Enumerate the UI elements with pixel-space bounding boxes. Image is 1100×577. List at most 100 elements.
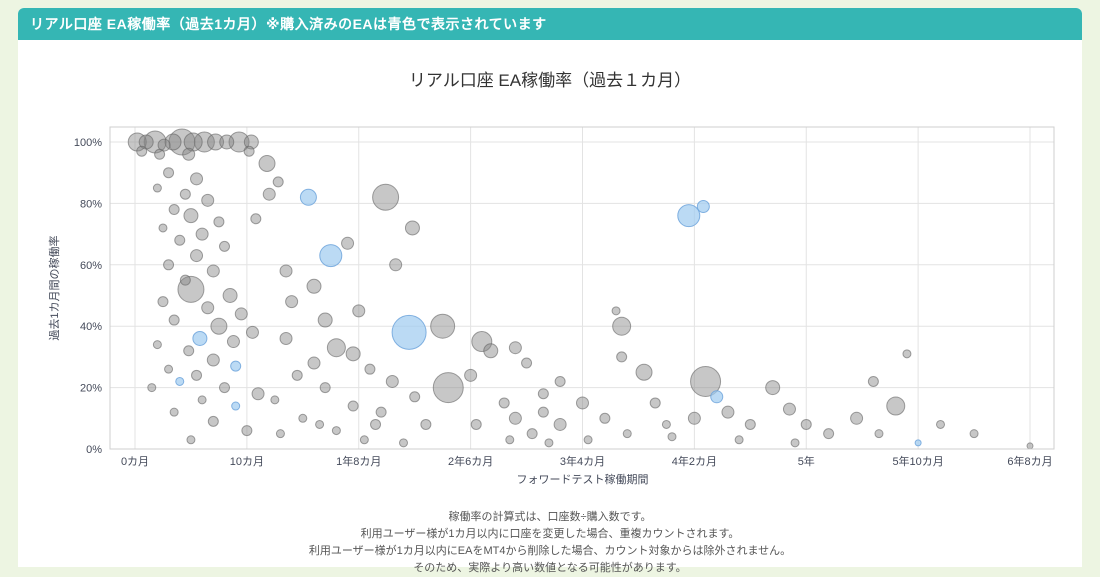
bubble-ea[interactable] xyxy=(270,395,280,405)
bubble-purchased-ea[interactable] xyxy=(710,390,724,404)
bubble-ea[interactable] xyxy=(420,418,432,430)
bubble-ea[interactable] xyxy=(364,363,376,375)
bubble-ea[interactable] xyxy=(850,411,864,425)
bubble-purchased-ea[interactable] xyxy=(175,376,185,386)
bubble-ea[interactable] xyxy=(375,406,387,418)
bubble-ea[interactable] xyxy=(874,429,884,439)
bubble-ea[interactable] xyxy=(464,368,478,382)
bubble-ea[interactable] xyxy=(298,413,308,423)
bubble-ea[interactable] xyxy=(690,365,722,397)
bubble-purchased-ea[interactable] xyxy=(677,204,701,228)
bubble-ea[interactable] xyxy=(687,411,701,425)
bubble-ea[interactable] xyxy=(168,204,180,216)
bubble-ea[interactable] xyxy=(867,375,879,387)
bubble-ea[interactable] xyxy=(389,258,403,272)
bubble-purchased-ea[interactable] xyxy=(914,439,922,447)
bubble-ea[interactable] xyxy=(226,335,240,349)
bubble-purchased-ea[interactable] xyxy=(319,244,343,268)
bubble-ea[interactable] xyxy=(345,346,361,362)
bubble-purchased-ea[interactable] xyxy=(231,401,241,411)
bubble-ea[interactable] xyxy=(347,400,359,412)
bubble-ea[interactable] xyxy=(158,223,168,233)
bubble-ea[interactable] xyxy=(222,288,238,303)
bubble-ea[interactable] xyxy=(241,425,253,437)
bubble-ea[interactable] xyxy=(470,418,482,430)
bubble-ea[interactable] xyxy=(174,234,186,246)
bubble-ea[interactable] xyxy=(136,145,148,157)
bubble-ea[interactable] xyxy=(169,407,179,417)
bubble-ea[interactable] xyxy=(341,236,355,250)
bubble-ea[interactable] xyxy=(206,353,220,367)
bubble-ea[interactable] xyxy=(177,275,205,303)
bubble-purchased-ea[interactable] xyxy=(192,330,208,346)
bubble-ea[interactable] xyxy=(352,304,366,318)
bubble-ea[interactable] xyxy=(432,372,464,404)
bubble-ea[interactable] xyxy=(326,338,346,358)
bubble-ea[interactable] xyxy=(191,369,203,381)
bubble-ea[interactable] xyxy=(744,418,756,430)
bubble-ea[interactable] xyxy=(228,131,250,153)
bubble-ea[interactable] xyxy=(616,351,628,363)
bubble-ea[interactable] xyxy=(583,435,593,445)
bubble-ea[interactable] xyxy=(576,396,589,410)
bubble-ea[interactable] xyxy=(272,176,284,188)
bubble-ea[interactable] xyxy=(508,411,522,425)
bubble-ea[interactable] xyxy=(243,134,259,150)
bubble-ea[interactable] xyxy=(721,405,735,419)
bubble-ea[interactable] xyxy=(207,415,219,427)
bubble-ea[interactable] xyxy=(179,188,191,200)
bubble-ea[interactable] xyxy=(195,227,209,241)
bubble-ea[interactable] xyxy=(258,154,276,172)
bubble-ea[interactable] xyxy=(498,397,510,409)
bubble-ea[interactable] xyxy=(404,220,420,236)
bubble-ea[interactable] xyxy=(385,374,399,388)
bubble-ea[interactable] xyxy=(359,435,369,445)
bubble-ea[interactable] xyxy=(163,259,175,271)
bubble-ea[interactable] xyxy=(183,345,195,357)
bubble-ea[interactable] xyxy=(936,419,945,429)
bubble-ea[interactable] xyxy=(307,356,321,370)
bubble-ea[interactable] xyxy=(262,187,276,201)
bubble-ea[interactable] xyxy=(611,306,621,316)
bubble-ea[interactable] xyxy=(219,382,230,394)
bubble-ea[interactable] xyxy=(537,388,549,400)
bubble-ea[interactable] xyxy=(315,419,325,429)
bubble-ea[interactable] xyxy=(409,391,421,403)
bubble-ea[interactable] xyxy=(622,429,632,439)
bubble-purchased-ea[interactable] xyxy=(696,199,710,213)
bubble-ea[interactable] xyxy=(245,325,259,339)
bubble-ea[interactable] xyxy=(190,249,204,263)
bubble-ea[interactable] xyxy=(537,406,549,418)
bubble-ea[interactable] xyxy=(168,314,180,326)
bubble-ea[interactable] xyxy=(505,435,515,445)
bubble-ea[interactable] xyxy=(521,357,533,369)
bubble-ea[interactable] xyxy=(969,429,979,439)
bubble-ea[interactable] xyxy=(526,428,538,440)
bubble-ea[interactable] xyxy=(213,216,225,228)
bubble-ea[interactable] xyxy=(430,313,456,339)
bubble-ea[interactable] xyxy=(372,183,400,211)
bubble-ea[interactable] xyxy=(554,375,566,387)
bubble-ea[interactable] xyxy=(201,193,215,207)
bubble-ea[interactable] xyxy=(201,301,215,315)
bubble-ea[interactable] xyxy=(886,396,906,416)
bubble-ea[interactable] xyxy=(399,438,408,448)
bubble-ea[interactable] xyxy=(164,364,174,374)
bubble-ea[interactable] xyxy=(319,382,331,394)
bubble-ea[interactable] xyxy=(147,383,157,393)
bubble-ea[interactable] xyxy=(190,172,204,186)
bubble-ea[interactable] xyxy=(1026,442,1034,450)
bubble-ea[interactable] xyxy=(553,417,567,431)
bubble-ea[interactable] xyxy=(734,435,744,445)
bubble-ea[interactable] xyxy=(243,145,255,157)
bubble-ea[interactable] xyxy=(291,369,303,381)
bubble-ea[interactable] xyxy=(823,428,835,440)
bubble-ea[interactable] xyxy=(219,134,235,150)
bubble-purchased-ea[interactable] xyxy=(391,314,427,350)
bubble-ea[interactable] xyxy=(285,295,299,309)
bubble-ea[interactable] xyxy=(250,213,262,225)
bubble-ea[interactable] xyxy=(183,208,199,224)
bubble-ea[interactable] xyxy=(790,438,800,448)
bubble-ea[interactable] xyxy=(306,278,322,294)
bubble-purchased-ea[interactable] xyxy=(230,360,242,372)
